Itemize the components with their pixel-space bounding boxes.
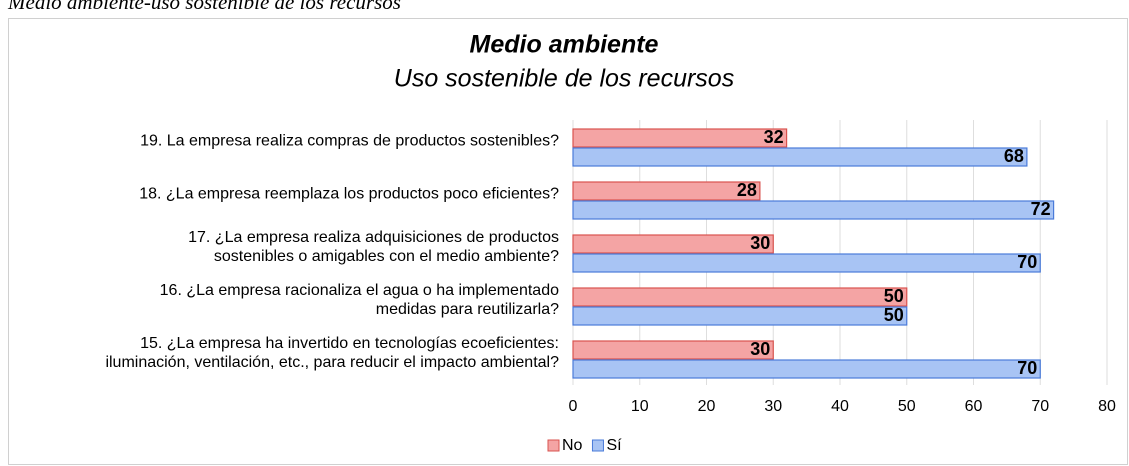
- x-tick-label: 50: [898, 398, 916, 415]
- data-label: 72: [1031, 199, 1051, 219]
- data-label: 50: [884, 286, 904, 306]
- chart-frame: [8, 18, 1128, 465]
- data-label: 30: [750, 339, 770, 359]
- data-label: 68: [1004, 146, 1024, 166]
- data-label: 70: [1017, 358, 1037, 378]
- legend-label: Sí: [606, 437, 622, 454]
- category-label: 19. La empresa realiza compras de produc…: [140, 132, 559, 149]
- bar: [572, 128, 788, 148]
- bar: [572, 359, 1041, 379]
- x-tick-label: 40: [831, 398, 849, 415]
- category-label: 17. ¿La empresa realiza adquisiciones de…: [188, 228, 559, 265]
- chart-title: Medio ambiente: [470, 31, 659, 59]
- data-label: 32: [764, 127, 784, 147]
- bar: [572, 181, 761, 201]
- data-label: 28: [737, 180, 757, 200]
- bar: [572, 147, 1028, 167]
- bar: [572, 200, 1055, 220]
- category-label: 16. ¿La empresa racionaliza el agua o ha…: [159, 281, 559, 318]
- x-tick-label: 30: [764, 398, 782, 415]
- x-tick-label: 70: [1031, 398, 1049, 415]
- bar: [572, 340, 774, 360]
- data-label: 70: [1017, 252, 1037, 272]
- category-label: 15. ¿La empresa ha invertido en tecnolog…: [105, 334, 559, 371]
- x-tick-label: 80: [1098, 398, 1116, 415]
- legend-swatch: [547, 439, 560, 452]
- caption: Medio ambiente-uso sostenible de los rec…: [8, 0, 401, 14]
- data-label: 30: [750, 233, 770, 253]
- bar: [572, 234, 774, 254]
- bar: [572, 306, 908, 326]
- x-tick-label: 0: [569, 398, 578, 415]
- x-tick-label: 60: [965, 398, 983, 415]
- bar: [572, 287, 908, 307]
- x-tick-label: 10: [631, 398, 649, 415]
- legend-swatch: [591, 439, 604, 452]
- data-label: 50: [884, 305, 904, 325]
- bar: [572, 253, 1041, 273]
- category-label: 18. ¿La empresa reemplaza los productos …: [139, 185, 559, 202]
- x-tick-label: 20: [698, 398, 716, 415]
- legend-label: No: [562, 437, 583, 454]
- chart-subtitle: Uso sostenible de los recursos: [394, 65, 734, 93]
